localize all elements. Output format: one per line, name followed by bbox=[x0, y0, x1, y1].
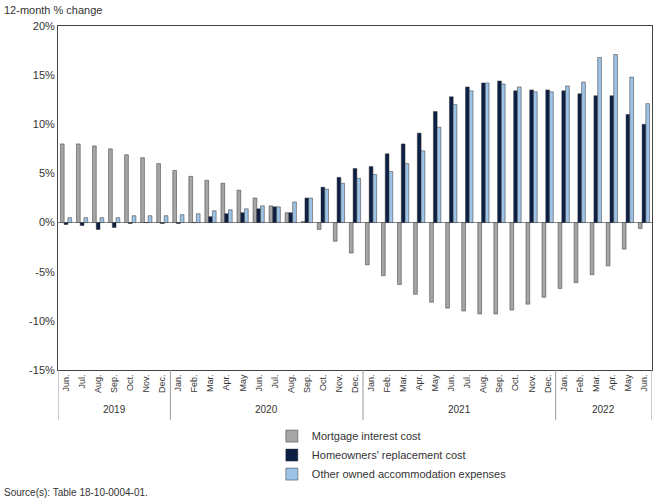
svg-text:Other owned accommodation expe: Other owned accommodation expenses bbox=[312, 468, 506, 480]
svg-text:May: May bbox=[623, 374, 633, 392]
svg-text:May: May bbox=[238, 374, 248, 392]
svg-text:Aug.: Aug. bbox=[93, 375, 103, 394]
svg-text:2020: 2020 bbox=[255, 404, 278, 415]
svg-text:Feb.: Feb. bbox=[189, 375, 199, 393]
svg-text:20%: 20% bbox=[33, 20, 55, 32]
svg-text:12-month % change: 12-month % change bbox=[4, 4, 102, 16]
svg-text:Feb.: Feb. bbox=[575, 375, 585, 393]
svg-text:Aug.: Aug. bbox=[286, 375, 296, 394]
svg-text:2022: 2022 bbox=[592, 404, 615, 415]
svg-text:Oct.: Oct. bbox=[318, 375, 328, 392]
svg-text:Jul.: Jul. bbox=[270, 375, 280, 389]
svg-text:Jun.: Jun. bbox=[639, 375, 649, 392]
svg-text:Apr.: Apr. bbox=[607, 375, 617, 391]
svg-text:0%: 0% bbox=[39, 216, 55, 228]
svg-text:10%: 10% bbox=[33, 118, 55, 130]
svg-text:Jun.: Jun. bbox=[254, 375, 264, 392]
svg-text:Mar.: Mar. bbox=[205, 375, 215, 393]
svg-text:Jun.: Jun. bbox=[61, 375, 71, 392]
svg-text:-5%: -5% bbox=[35, 266, 55, 278]
svg-text:5%: 5% bbox=[39, 167, 55, 179]
svg-text:2021: 2021 bbox=[448, 404, 471, 415]
svg-text:Homeowners' replacement cost: Homeowners' replacement cost bbox=[312, 449, 466, 461]
svg-text:-10%: -10% bbox=[29, 315, 55, 327]
svg-text:Oct.: Oct. bbox=[510, 375, 520, 392]
svg-text:Jul.: Jul. bbox=[77, 375, 87, 389]
svg-text:Sep.: Sep. bbox=[494, 375, 504, 394]
svg-text:15%: 15% bbox=[33, 69, 55, 81]
svg-text:Mar.: Mar. bbox=[398, 375, 408, 393]
svg-text:Mortgage interest cost: Mortgage interest cost bbox=[312, 430, 421, 442]
svg-text:Jan.: Jan. bbox=[559, 375, 569, 392]
svg-text:Apr.: Apr. bbox=[221, 375, 231, 391]
svg-text:2019: 2019 bbox=[103, 404, 126, 415]
svg-text:Nov.: Nov. bbox=[334, 375, 344, 393]
svg-text:Nov.: Nov. bbox=[141, 375, 151, 393]
svg-text:Jan.: Jan. bbox=[366, 375, 376, 392]
svg-text:Feb.: Feb. bbox=[382, 375, 392, 393]
svg-text:Oct.: Oct. bbox=[125, 375, 135, 392]
svg-text:Jun.: Jun. bbox=[446, 375, 456, 392]
svg-text:Mar.: Mar. bbox=[591, 375, 601, 393]
svg-text:-15%: -15% bbox=[29, 364, 55, 376]
svg-text:Source(s): Table 18-10-0004-01: Source(s): Table 18-10-0004-01. bbox=[4, 487, 148, 498]
svg-text:Sep.: Sep. bbox=[302, 375, 312, 394]
svg-text:Jul.: Jul. bbox=[462, 375, 472, 389]
svg-text:Jan.: Jan. bbox=[173, 375, 183, 392]
svg-text:Dec.: Dec. bbox=[350, 375, 360, 394]
svg-text:Sep.: Sep. bbox=[109, 375, 119, 394]
svg-text:May: May bbox=[430, 374, 440, 392]
svg-text:Dec.: Dec. bbox=[157, 375, 167, 394]
svg-text:Apr.: Apr. bbox=[414, 375, 424, 391]
svg-text:Nov.: Nov. bbox=[527, 375, 537, 393]
svg-text:Dec.: Dec. bbox=[543, 375, 553, 394]
svg-text:Aug.: Aug. bbox=[478, 375, 488, 394]
